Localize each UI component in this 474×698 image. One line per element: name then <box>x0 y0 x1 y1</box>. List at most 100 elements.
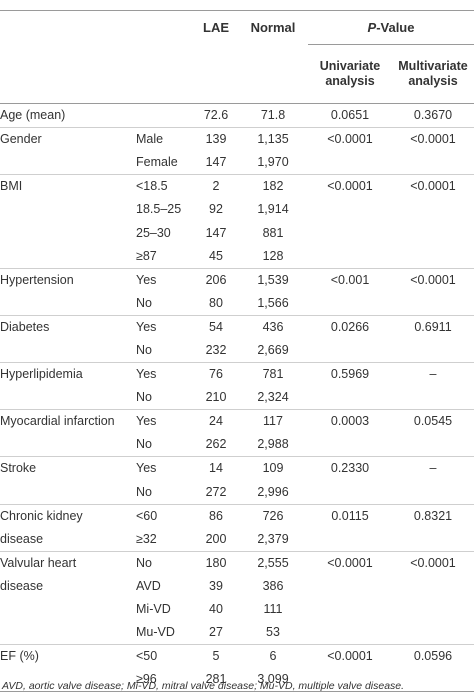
cell-variable <box>0 198 136 221</box>
cell-variable: EF (%) <box>0 644 136 669</box>
cell-univariate <box>308 221 392 244</box>
table-footnote: AVD, aortic valve disease; Mi-VD, mitral… <box>2 680 405 692</box>
header-variable-cell <box>0 10 136 45</box>
cell-lae: 200 <box>205 531 227 546</box>
cell-multivariate: <0.0001 <box>392 267 474 292</box>
cell-lae: 262 <box>205 437 227 452</box>
cell-category: No <box>136 437 152 452</box>
table-row: BMI <18.5 2 182 <0.0001 <0.0001 <box>0 174 474 199</box>
cell-lae: 139 <box>194 127 238 152</box>
table-header: LAE Normal P-Value Univariate analysis M… <box>0 10 474 104</box>
cell-category: Yes <box>136 362 194 387</box>
cell-univariate <box>308 339 392 363</box>
cell-lae: 14 <box>194 456 238 481</box>
cell-lae: 54 <box>194 314 238 339</box>
cell-category: Mu-VD <box>136 625 175 640</box>
cell-univariate <box>308 433 392 457</box>
cell-univariate: 0.0651 <box>330 108 370 123</box>
cell-multivariate <box>392 221 474 244</box>
cell-normal: 117 <box>238 409 308 434</box>
cell-normal: 3,099 <box>238 668 308 693</box>
cell-normal: 2,324 <box>257 390 289 405</box>
cell-variable <box>0 151 136 175</box>
cell-normal: 2,379 <box>257 531 289 546</box>
table-row: Chronic kidney <60 86 726 0.0115 0.8321 <box>0 503 474 528</box>
cell-variable: Diabetes <box>0 314 136 339</box>
cell-lae: 2 <box>194 174 238 199</box>
table-row: No 210 2,324 <box>0 386 474 410</box>
cell-normal: 1,135 <box>238 127 308 152</box>
table-row: 25–30 147 881 <box>0 221 474 244</box>
cell-category: No <box>136 484 152 499</box>
cell-normal: 128 <box>262 248 284 263</box>
cell-univariate <box>308 292 392 316</box>
cell-variable: disease <box>0 531 44 546</box>
cell-category: Yes <box>136 267 194 292</box>
cell-multivariate: 0.0545 <box>392 409 474 434</box>
cell-lae: 72.6 <box>203 108 229 123</box>
cell-variable <box>0 339 136 363</box>
cell-univariate: <0.0001 <box>308 550 392 575</box>
cell-category: Female <box>136 155 178 170</box>
cell-normal: 1,539 <box>238 267 308 292</box>
cell-lae: 210 <box>205 390 227 405</box>
cell-multivariate <box>392 598 474 621</box>
cell-normal: 53 <box>266 625 280 640</box>
table-row: Stroke Yes 14 109 0.2330– <box>0 456 474 481</box>
header-lae: LAE <box>194 10 238 45</box>
header-row-top: LAE Normal P-Value <box>0 10 474 45</box>
header-multivariate: Multivariate analysis <box>392 44 474 104</box>
cell-category: Yes <box>136 409 194 434</box>
cell-category: Male <box>136 127 194 152</box>
cell-lae: 92 <box>209 202 223 217</box>
cell-category: No <box>136 390 152 405</box>
cell-lae: 206 <box>194 267 238 292</box>
cell-univariate: 0.0003 <box>308 409 392 434</box>
table-row: No 80 1,566 <box>0 292 474 316</box>
cell-category: ≥96 <box>136 668 194 693</box>
table-row: Mu-VD 27 53 <box>0 621 474 645</box>
cell-univariate <box>308 528 392 552</box>
cell-lae: 147 <box>205 225 227 240</box>
header-spacer-2 <box>136 44 194 104</box>
cell-univariate: 0.0266 <box>308 314 392 339</box>
cell-univariate <box>308 575 392 598</box>
cell-variable <box>0 598 136 621</box>
table-row: Diabetes Yes 54 436 0.0266 0.6911 <box>0 314 474 339</box>
table-row: ≥87 45 128 <box>0 245 474 269</box>
cell-lae: 80 <box>209 295 223 310</box>
cell-category: Yes <box>136 456 194 481</box>
cell-variable <box>0 481 136 505</box>
lae-statistics-table: LAE Normal P-Value Univariate analysis M… <box>0 10 474 693</box>
cell-univariate <box>308 198 392 221</box>
cell-category: 25–30 <box>136 225 171 240</box>
table-row: disease ≥32 200 2,379 <box>0 528 474 552</box>
table-body: Age (mean) 72.6 71.8 0.0651 0.3670 Gender Male… <box>0 104 474 693</box>
table-row: Hypertension Yes 206 1,539 <0.001 <0.0001 <box>0 267 474 292</box>
cell-univariate <box>308 151 392 175</box>
header-normal: Normal <box>238 10 308 45</box>
cell-multivariate <box>392 292 474 316</box>
cell-univariate: 0.0115 <box>308 503 392 528</box>
table-row: disease AVD 39 386 <box>0 575 474 598</box>
cell-lae: 45 <box>209 248 223 263</box>
table-row: Myocardial infarction Yes 24 117 0.0003 0.054… <box>0 409 474 434</box>
cell-category <box>136 104 194 128</box>
cell-normal: 109 <box>238 456 308 481</box>
cell-lae: 27 <box>209 625 223 640</box>
cell-multivariate <box>392 575 474 598</box>
cell-multivariate <box>392 668 474 693</box>
table-row: 18.5–25 92 1,914 <box>0 198 474 221</box>
cell-multivariate <box>392 433 474 457</box>
cell-variable: Hypertension <box>0 267 136 292</box>
cell-lae: 147 <box>205 155 227 170</box>
cell-category: Mi-VD <box>136 602 171 617</box>
header-spacer-3 <box>194 44 238 104</box>
table-row: Age (mean) 72.6 71.8 0.0651 0.3670 <box>0 104 474 128</box>
cell-multivariate <box>392 528 474 552</box>
cell-univariate <box>308 598 392 621</box>
cell-lae: 76 <box>194 362 238 387</box>
cell-univariate: <0.001 <box>308 267 392 292</box>
header-pvalue-rest: -Value <box>376 20 415 35</box>
